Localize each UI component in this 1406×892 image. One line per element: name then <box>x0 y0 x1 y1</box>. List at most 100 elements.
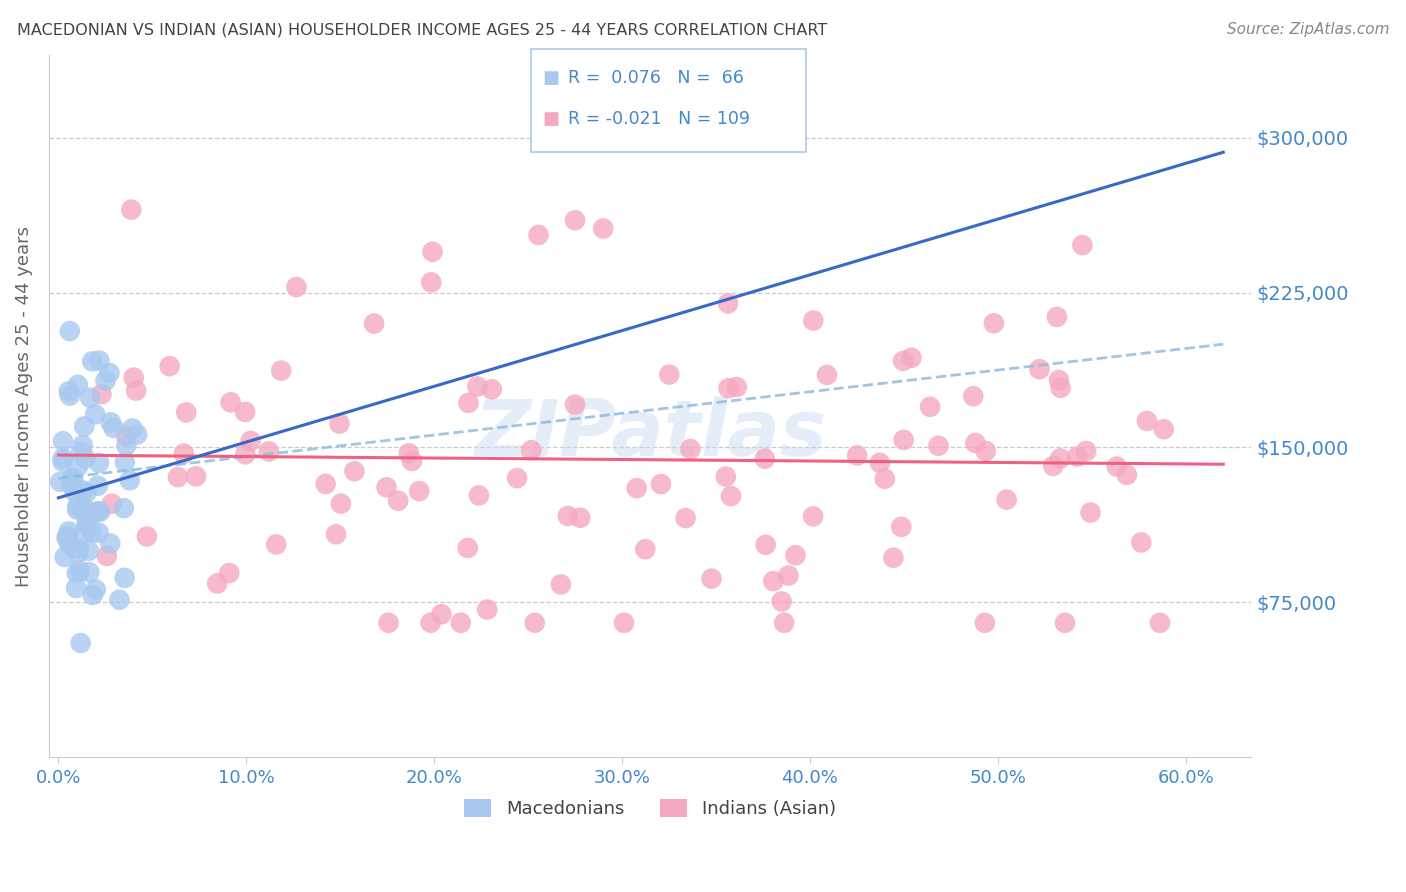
Point <box>634 542 657 557</box>
Point <box>720 489 742 503</box>
Point <box>72 438 94 452</box>
Point <box>218 566 240 580</box>
Point <box>159 359 181 374</box>
Point <box>84 408 107 422</box>
Point <box>1136 414 1159 428</box>
Point <box>468 488 491 502</box>
Text: ■: ■ <box>543 70 560 87</box>
Point <box>103 421 125 435</box>
Point <box>550 577 572 591</box>
Point <box>754 451 776 466</box>
Point <box>219 395 242 409</box>
Point <box>520 443 543 458</box>
Point <box>613 615 636 630</box>
Point <box>89 353 111 368</box>
Point <box>67 541 90 556</box>
Point <box>430 607 453 622</box>
Point <box>67 459 90 474</box>
Point <box>84 582 107 597</box>
Point <box>66 502 89 516</box>
Point <box>1047 373 1070 387</box>
Point <box>87 479 110 493</box>
Point <box>235 447 257 461</box>
Point <box>76 516 98 530</box>
Point <box>51 454 73 468</box>
Point <box>1053 615 1076 630</box>
Point <box>846 449 869 463</box>
Point <box>82 588 104 602</box>
Point <box>1049 451 1071 466</box>
Point <box>755 538 778 552</box>
Point <box>69 636 91 650</box>
Point <box>87 456 110 470</box>
Point <box>79 565 101 579</box>
Point <box>882 550 904 565</box>
Point <box>422 244 444 259</box>
Point <box>363 317 385 331</box>
Point <box>890 520 912 534</box>
Point <box>626 481 648 495</box>
Point <box>891 354 914 368</box>
Point <box>900 351 922 365</box>
Point <box>114 571 136 585</box>
Point <box>325 527 347 541</box>
Point <box>983 316 1005 330</box>
Point <box>801 313 824 327</box>
Text: MACEDONIAN VS INDIAN (ASIAN) HOUSEHOLDER INCOME AGES 25 - 44 YEARS CORRELATION C: MACEDONIAN VS INDIAN (ASIAN) HOUSEHOLDER… <box>17 22 827 37</box>
Point <box>56 529 79 543</box>
Point <box>87 504 110 518</box>
Point <box>523 615 546 630</box>
Point <box>98 366 121 380</box>
Point <box>58 384 80 399</box>
Point <box>82 507 104 521</box>
Point <box>675 511 697 525</box>
Point <box>82 354 104 368</box>
Point <box>398 446 420 460</box>
Point <box>1115 467 1137 482</box>
Point <box>115 429 138 443</box>
Text: Source: ZipAtlas.com: Source: ZipAtlas.com <box>1226 22 1389 37</box>
Point <box>329 497 352 511</box>
Point <box>343 464 366 478</box>
Point <box>1153 422 1175 436</box>
Point <box>717 381 740 395</box>
Point <box>962 389 984 403</box>
Point <box>1071 238 1094 252</box>
Point <box>174 405 197 419</box>
Point <box>974 444 997 458</box>
Point <box>873 472 896 486</box>
Point <box>973 615 995 630</box>
Point <box>73 419 96 434</box>
Point <box>658 368 681 382</box>
Point <box>893 433 915 447</box>
Point <box>135 529 157 543</box>
Point <box>62 471 84 485</box>
Point <box>1105 459 1128 474</box>
Point <box>564 213 586 227</box>
Point <box>650 477 672 491</box>
Point <box>714 469 737 483</box>
Point <box>927 439 949 453</box>
Point <box>778 568 800 582</box>
Point <box>127 427 149 442</box>
Point <box>53 549 76 564</box>
Point <box>115 438 138 452</box>
Point <box>72 483 94 498</box>
Point <box>679 442 702 457</box>
Legend: Macedonians, Indians (Asian): Macedonians, Indians (Asian) <box>457 791 844 825</box>
Point <box>257 444 280 458</box>
Point <box>207 576 229 591</box>
Text: ■: ■ <box>543 110 560 128</box>
Point <box>918 400 941 414</box>
Point <box>592 221 614 235</box>
Point <box>63 484 86 499</box>
Point <box>377 615 399 630</box>
Point <box>315 476 337 491</box>
Point <box>58 537 80 551</box>
Point <box>995 492 1018 507</box>
Point <box>120 202 142 217</box>
Point <box>49 475 72 489</box>
Point <box>481 382 503 396</box>
Point <box>557 508 579 523</box>
Point <box>121 421 143 435</box>
